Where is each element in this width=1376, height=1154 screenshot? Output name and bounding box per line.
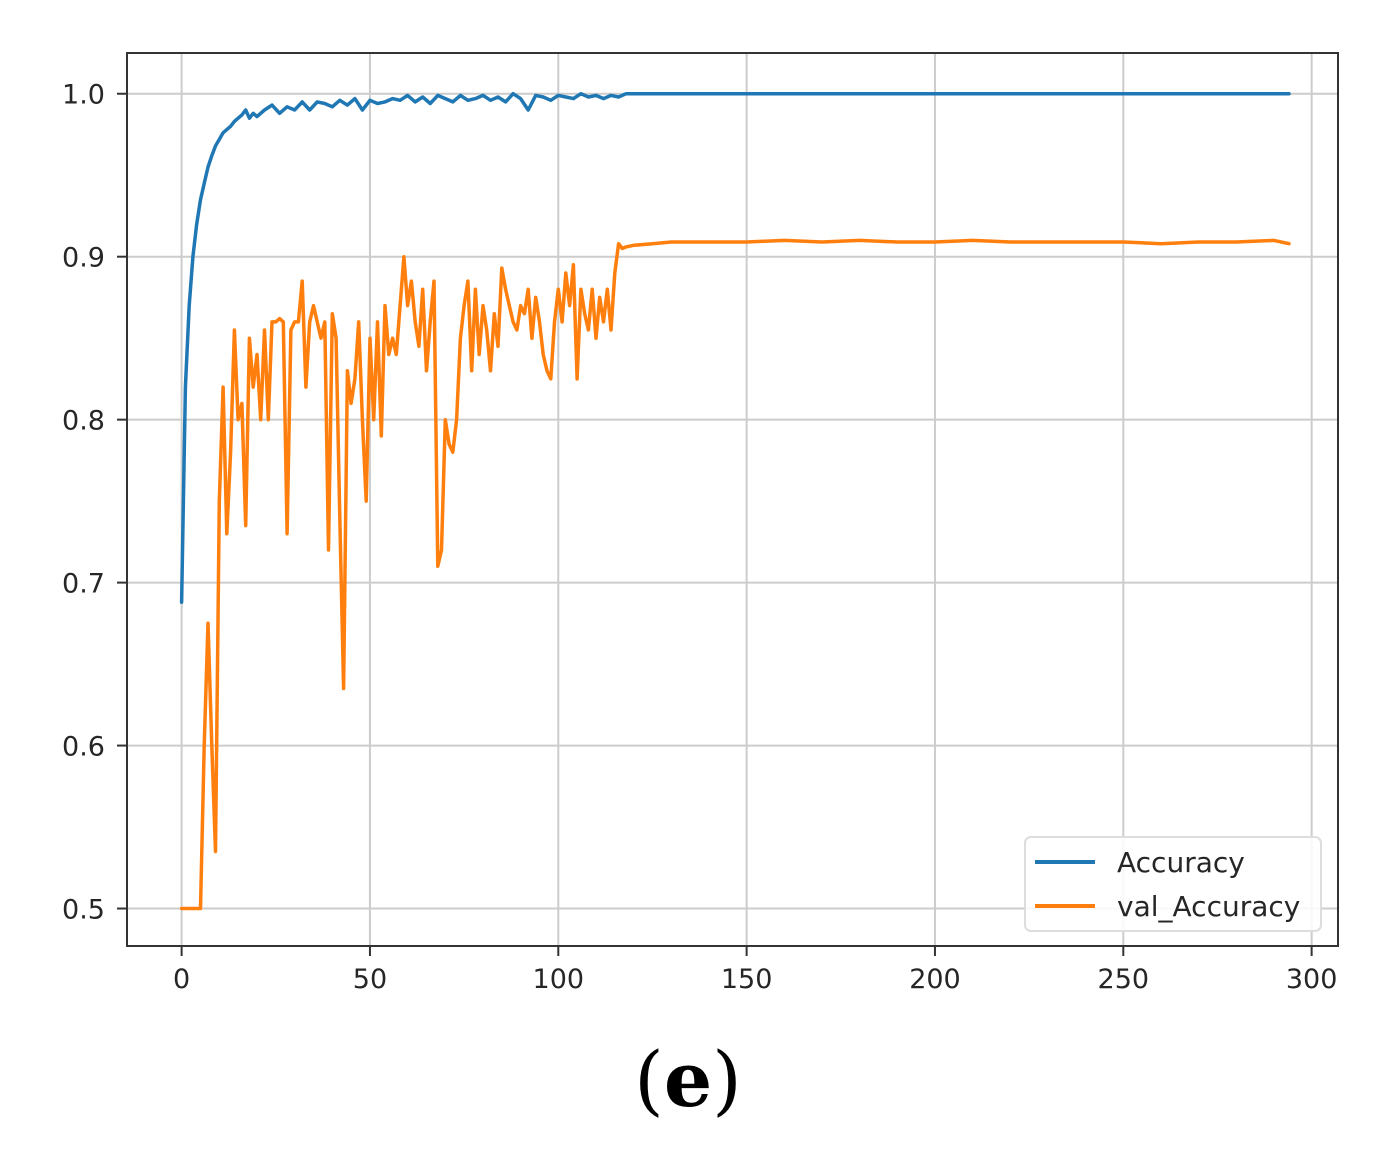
x-tick-label: 200 (909, 964, 961, 995)
y-tick-label: 0.8 (62, 406, 105, 437)
line-chart: 0 50 100 150 200 250 300 0.5 0.6 0.7 0.8 0.9 1.0 Acc… (62, 52, 1339, 995)
caption-open-paren: ( (634, 1035, 664, 1124)
val-accuracy-line (179, 238, 1291, 911)
caption-close-paren: ) (712, 1035, 742, 1124)
legend-label: val_Accuracy (1117, 890, 1300, 923)
x-tick-label: 0 (173, 964, 190, 995)
legend-box (1024, 836, 1322, 932)
tick-marks: 0 50 100 150 200 250 300 0.5 0.6 0.7 0.8 0.9 1.0 (62, 80, 1337, 995)
y-tick-label: 1.0 (62, 80, 105, 111)
axes-frame (126, 52, 1339, 947)
y-tick-label: 0.9 (62, 243, 105, 274)
x-tick-label: 100 (533, 964, 585, 995)
legend: Accuracy val_Accuracy (1024, 836, 1322, 932)
x-tick-label: 250 (1098, 964, 1150, 995)
series-lines (179, 91, 1291, 911)
y-tick-label: 0.6 (62, 732, 105, 763)
y-tick-label: 0.7 (62, 569, 105, 600)
figure-caption: (e) (0, 1042, 1376, 1118)
x-tick-label: 150 (721, 964, 773, 995)
accuracy-line (179, 91, 1291, 604)
x-tick-label: 50 (353, 964, 387, 995)
grid-lines (127, 53, 1338, 946)
caption-letter: e (663, 1035, 713, 1124)
y-tick-label: 0.5 (62, 895, 105, 926)
x-tick-label: 300 (1286, 964, 1338, 995)
legend-label: Accuracy (1117, 846, 1245, 879)
